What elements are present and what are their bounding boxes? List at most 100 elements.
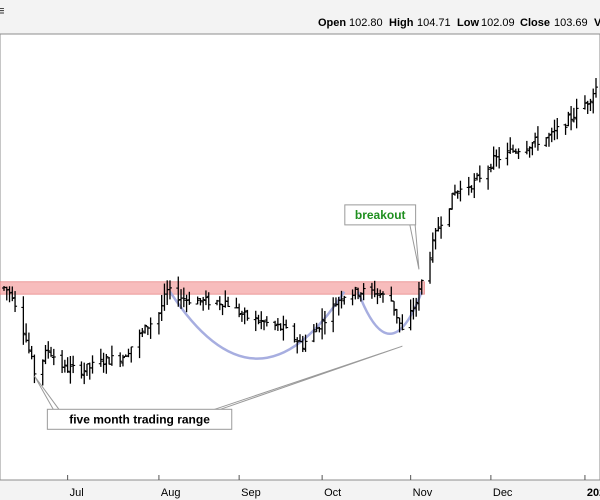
ohlc-bar <box>90 355 95 374</box>
ohlc-bar <box>253 310 258 332</box>
ohlc-bar <box>497 147 502 169</box>
ohlc-bar <box>582 95 587 110</box>
ohlc-bar <box>428 251 433 284</box>
ohlc-bar <box>13 291 18 313</box>
ohlc-bar <box>104 353 109 374</box>
ohlc-bar <box>563 123 568 135</box>
ohlc-bar <box>416 281 421 311</box>
ohlc-bar <box>120 354 125 367</box>
ohlc-bar <box>21 296 26 345</box>
ohlc-bar <box>10 286 15 302</box>
x-tick-label: 2021 <box>587 487 600 499</box>
ohlc-bar <box>129 346 134 363</box>
ohlc-bar <box>201 296 206 311</box>
readout-low-value: 102.09 <box>481 17 515 29</box>
ohlc-bar <box>140 328 145 338</box>
readout-close-label: Close <box>520 17 550 29</box>
ohlc-bar <box>524 140 529 155</box>
readout-high-value: 104.71 <box>417 17 451 29</box>
ohlc-bar <box>311 324 316 343</box>
ohlc-bar <box>284 319 289 329</box>
ohlc-bar <box>535 126 540 151</box>
ohlc-bar <box>143 324 148 334</box>
ohlc-bar <box>588 98 593 112</box>
ohlc-bar <box>237 303 242 318</box>
ohlc-bar <box>264 316 269 327</box>
callout-box <box>46 408 233 430</box>
ohlc-bar <box>303 334 308 352</box>
ohlc-bar <box>62 359 67 373</box>
ohlc-bar <box>475 172 480 181</box>
ohlc-bar <box>527 146 532 158</box>
trading-range-label: five month trading range <box>69 412 210 426</box>
ohlc-bar <box>546 132 551 147</box>
ohlc-bar <box>375 288 380 305</box>
ohlc-bar <box>322 310 327 335</box>
ohlc-readout: Open 102.80 High 104.71 Low 102.09 Close… <box>318 17 600 29</box>
ohlc-bar <box>486 165 491 190</box>
ohlc-bar <box>574 98 579 129</box>
ohlc-bar <box>7 286 12 303</box>
ohlc-bar <box>430 232 435 263</box>
ohlc-bar <box>569 106 574 131</box>
ohlc-bar <box>356 287 361 300</box>
plot-area <box>0 33 600 481</box>
ohlc-bar <box>331 297 336 333</box>
annotation-layer: breakout five month trading range <box>33 204 420 430</box>
readout-open-value: 102.80 <box>349 17 383 29</box>
ohlc-bar <box>195 296 200 305</box>
ohlc-bar <box>491 146 496 170</box>
ohlc-bar <box>392 300 397 316</box>
resistance-zone-layer <box>0 281 425 295</box>
ohlc-bar <box>353 286 358 300</box>
ohlc-bar <box>187 291 192 305</box>
ohlc-bar <box>167 280 172 300</box>
ohlc-bar <box>342 295 347 305</box>
ohlc-bar <box>513 148 518 154</box>
ohlc-bar <box>98 348 103 367</box>
ohlc-bar <box>505 142 510 166</box>
ohlc-bar <box>378 289 383 298</box>
ohlc-bar <box>51 348 56 366</box>
ohlc-bar <box>49 346 54 357</box>
ohlc-bar <box>571 107 576 123</box>
x-tick-label: Dec <box>493 487 513 499</box>
ohlc-bar <box>414 297 419 317</box>
ohlc-bar <box>68 356 73 384</box>
ohlc-bar <box>450 192 455 210</box>
ohlc-bar <box>361 283 366 301</box>
x-tick-label: Jul <box>70 487 84 499</box>
ohlc-bar <box>439 216 444 239</box>
ohlc-bar <box>259 311 264 330</box>
readout-high-label: High <box>389 17 414 29</box>
ohlc-bar <box>466 176 471 196</box>
ohlc-bar <box>198 298 203 306</box>
readout-open-label: Open <box>318 17 346 29</box>
ohlc-bar <box>458 180 463 202</box>
ohlc-bar <box>273 320 278 331</box>
ohlc-bar <box>411 297 416 320</box>
ohlc-bar <box>358 292 363 302</box>
readout-low-label: Low <box>457 17 479 29</box>
x-tick-label: Sep <box>241 487 261 499</box>
ohlc-bar <box>181 287 186 308</box>
ohlc-bar <box>148 317 153 339</box>
cup-arc-2 <box>356 291 423 336</box>
x-tick-label: Oct <box>324 487 341 499</box>
ohlc-bar <box>46 341 51 359</box>
ohlc-bar <box>566 111 571 127</box>
ohlc-bar <box>339 290 344 309</box>
ohlc-bar <box>65 357 70 373</box>
ohlc-bar <box>488 163 493 173</box>
ohlc-bar <box>40 359 45 386</box>
ohlc-bar <box>447 208 452 227</box>
ohlc-bar <box>109 345 114 366</box>
menu-icon[interactable]: ≡ <box>0 3 5 18</box>
ohlc-bar <box>245 309 250 321</box>
ohlc-bar <box>292 323 297 343</box>
ohlc-bar <box>226 296 231 308</box>
ohlc-bar <box>516 148 521 159</box>
ohlc-bar <box>436 217 441 232</box>
